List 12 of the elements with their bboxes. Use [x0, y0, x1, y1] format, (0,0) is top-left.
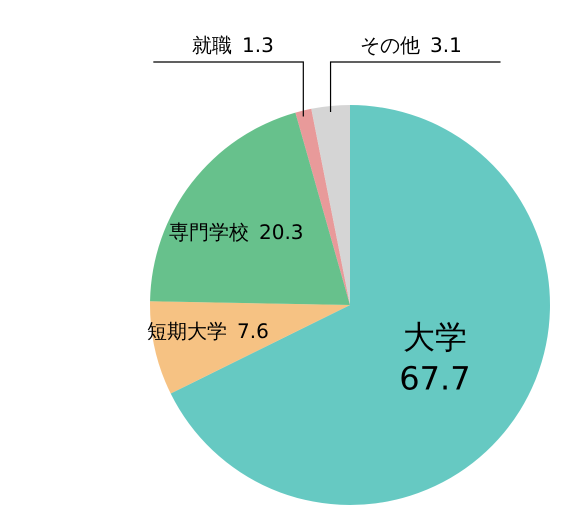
slice-label: 就職: [192, 33, 232, 57]
pie-slice: [311, 105, 350, 305]
data-label: 67.7: [399, 360, 471, 398]
data-label: 20.3: [259, 220, 304, 244]
data-label: 3.1: [430, 33, 462, 57]
pie-slice: [150, 112, 350, 305]
slice-label: 大学: [402, 318, 467, 356]
slice-label: その他: [360, 33, 420, 57]
slice-label: 専門学校: [169, 220, 249, 244]
data-label: 7.6: [237, 319, 269, 343]
data-label: 1.3: [242, 33, 274, 57]
slice-label: 短期大学: [147, 319, 227, 343]
